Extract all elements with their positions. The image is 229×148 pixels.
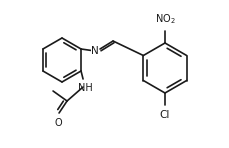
Text: Cl: Cl bbox=[160, 110, 170, 120]
Text: O: O bbox=[54, 118, 62, 128]
Text: N: N bbox=[91, 46, 99, 56]
Text: NH: NH bbox=[78, 83, 93, 93]
Text: NO$_2$: NO$_2$ bbox=[155, 12, 175, 26]
